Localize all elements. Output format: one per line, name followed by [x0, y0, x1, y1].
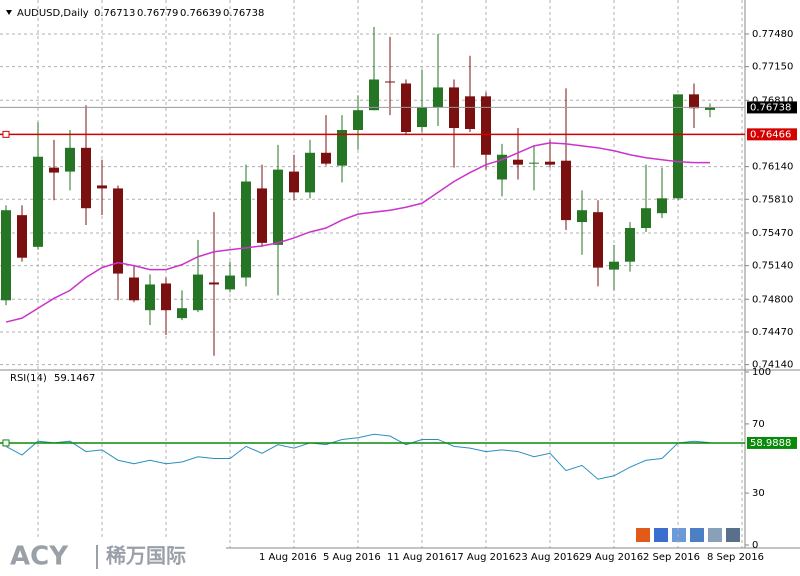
candle-body — [113, 188, 123, 274]
header-open: 0.76713 — [94, 8, 135, 19]
candle-body — [481, 96, 491, 155]
level-marker — [2, 439, 10, 447]
header-high: 0.76779 — [137, 8, 178, 19]
candle-body — [433, 87, 443, 108]
y-tick-label: 0.74140 — [752, 360, 793, 371]
candle-body — [273, 169, 283, 245]
candle-body — [577, 210, 587, 223]
x-tick-label: 23 Aug 2016 — [515, 552, 579, 563]
candle-body — [177, 308, 187, 319]
candle-body — [129, 277, 139, 301]
level-marker — [2, 130, 10, 138]
toolbar-icon[interactable] — [690, 528, 704, 542]
toolbar-icon[interactable] — [726, 528, 740, 542]
candle-body — [689, 94, 699, 109]
level-box — [747, 436, 797, 449]
candle-body — [209, 282, 219, 285]
x-tick-label: 17 Aug 2016 — [451, 552, 515, 563]
candle-body — [337, 130, 347, 166]
x-tick-label: 8 Sep 2016 — [707, 552, 764, 563]
y-tick-label: 30 — [752, 488, 765, 499]
candle-body — [561, 160, 571, 221]
y-tick-label: 0.77480 — [752, 29, 793, 40]
candle-body — [657, 198, 667, 214]
y-tick-label: 0.76810 — [752, 95, 793, 106]
y-tick-label: 0 — [752, 540, 758, 551]
watermark-logo: ACY — [10, 542, 69, 572]
x-tick-label: 5 Aug 2016 — [323, 552, 381, 563]
moving-average — [5, 142, 710, 323]
x-tick-label: 2 Sep 2016 — [643, 552, 700, 563]
candle-body — [529, 162, 539, 164]
toolbar-icon[interactable] — [654, 528, 668, 542]
candle-body — [417, 107, 427, 128]
candle-body — [593, 212, 603, 268]
rsi-line — [5, 433, 711, 480]
candle-body — [369, 79, 379, 111]
x-tick-label: 1 Aug 2016 — [259, 552, 317, 563]
watermark-name: 稀万国际 — [106, 544, 186, 568]
candle-body — [641, 208, 651, 229]
candle-body — [465, 96, 475, 130]
level-box — [747, 128, 797, 141]
rsi-value: 59.1467 — [54, 373, 95, 384]
toolbar-icon[interactable] — [672, 528, 686, 542]
header-low: 0.76639 — [180, 8, 221, 19]
candle-body — [1, 210, 11, 301]
candle-body — [81, 147, 91, 209]
candle-body — [193, 274, 203, 311]
candle-body — [49, 167, 59, 173]
level-label: 58.9888 — [750, 438, 791, 449]
candle-body — [609, 261, 619, 270]
candle-body — [705, 107, 715, 110]
candle-body — [305, 152, 315, 193]
candle-body — [161, 283, 171, 311]
symbol: AUDUSD,Daily — [17, 8, 89, 19]
candle-body — [321, 152, 331, 164]
toolbar-icon[interactable] — [708, 528, 722, 542]
candle-body — [497, 154, 507, 180]
candle-body — [145, 284, 155, 311]
y-tick-label: 70 — [752, 419, 765, 430]
candle-body — [673, 94, 683, 199]
candle-body — [225, 275, 235, 290]
level-label: 0.76466 — [750, 129, 791, 140]
candle-body — [241, 181, 251, 278]
candle-body — [289, 171, 299, 193]
last-price-box — [747, 101, 797, 114]
candle-body — [513, 159, 523, 165]
watermark-box — [0, 538, 226, 576]
candle-body — [353, 110, 363, 130]
last-price-label: 0.76738 — [750, 102, 791, 113]
toolbar-icon[interactable] — [636, 528, 650, 542]
rsi-title: RSI(14) — [10, 373, 47, 384]
x-tick-label: 11 Aug 2016 — [387, 552, 451, 563]
y-tick-label: 100 — [752, 367, 771, 378]
candle-body — [65, 147, 75, 172]
header-close: 0.76738 — [223, 8, 264, 19]
candle-body — [385, 81, 395, 83]
y-tick-label: 0.77150 — [752, 62, 793, 73]
y-tick-label: 0.74470 — [752, 327, 793, 338]
candle-body — [257, 188, 267, 243]
y-tick-label: 0.74800 — [752, 294, 793, 305]
candle-body — [17, 215, 27, 258]
candle-body — [625, 228, 635, 262]
x-tick-label: 29 Aug 2016 — [579, 552, 643, 563]
y-tick-label: 0.75470 — [752, 228, 793, 239]
y-tick-label: 0.75810 — [752, 194, 793, 205]
menu-arrow[interactable] — [6, 10, 12, 15]
y-tick-label: 0.75140 — [752, 261, 793, 272]
candle-body — [545, 161, 555, 165]
candle-body — [97, 185, 107, 189]
y-tick-label: 0.76140 — [752, 162, 793, 173]
toolbar — [636, 528, 740, 542]
candle-body — [33, 156, 43, 247]
